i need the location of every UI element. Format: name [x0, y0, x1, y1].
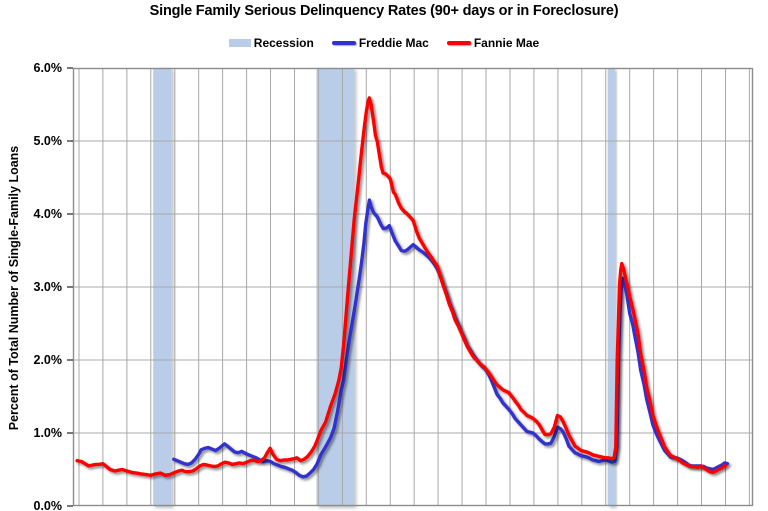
- y-tick-label: 4.0%: [33, 207, 63, 221]
- y-tick-label: 6.0%: [33, 61, 63, 75]
- recession-swatch-icon: [228, 39, 251, 47]
- series-freddie-mac: [172, 198, 730, 479]
- plot-border: [72, 67, 754, 507]
- legend-label-freddie-mac: Freddie Mac: [358, 36, 429, 50]
- legend-item-recession: Recession: [228, 36, 314, 50]
- y-tick-label: 1.0%: [33, 426, 63, 440]
- freddie-mac-line-icon: [331, 41, 356, 45]
- y-tick-label: 0.0%: [33, 499, 63, 511]
- legend: Recession Freddie Mac Fannie Mae: [0, 36, 768, 50]
- plot-area: [67, 67, 754, 507]
- chart-title: Single Family Serious Delinquency Rates …: [149, 3, 619, 19]
- y-tick-label: 2.0%: [33, 353, 63, 367]
- legend-item-freddie-mac: Freddie Mac: [331, 36, 429, 50]
- y-tick-label: 3.0%: [33, 280, 63, 294]
- series-fannie-mae: [75, 96, 728, 477]
- fannie-mae-line-icon: [446, 41, 471, 45]
- y-tick-label: 5.0%: [33, 134, 63, 148]
- legend-item-fannie-mae: Fannie Mae: [446, 36, 540, 50]
- legend-label-fannie-mae: Fannie Mae: [473, 36, 540, 50]
- legend-label-recession: Recession: [253, 36, 314, 50]
